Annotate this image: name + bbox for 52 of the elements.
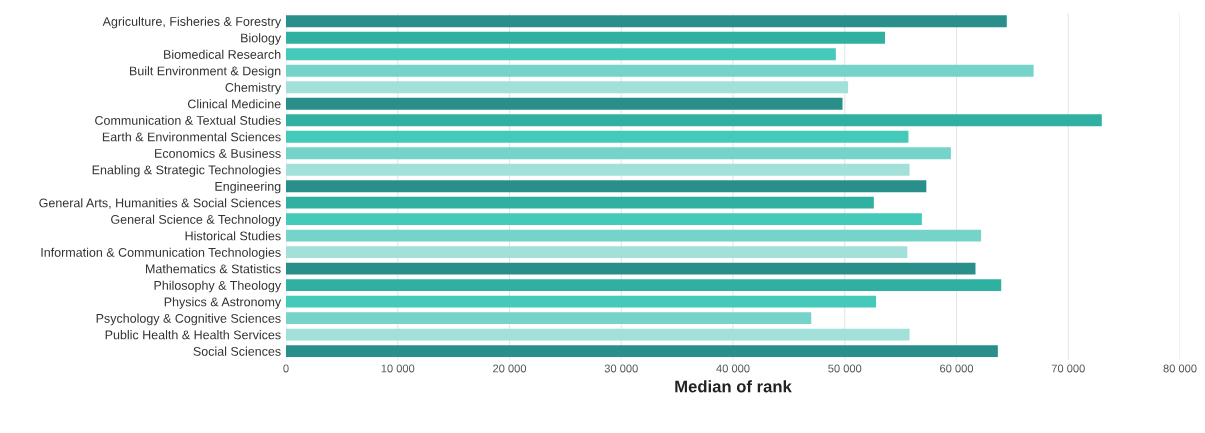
bar [286,213,922,226]
x-tick-label: 60 000 [940,364,974,373]
bar [286,229,982,242]
bar [286,163,910,176]
bar [286,328,910,341]
y-tick-label: Physics & Astronomy [164,297,282,309]
y-tick-label: Enabling & Strategic Technologies [92,165,281,177]
y-tick-label: Earth & Environmental Sciences [102,132,281,142]
y-tick-label: General Science & Technology [111,214,282,227]
bar [286,97,843,110]
x-tick-label: 0 [283,364,289,373]
bar [286,114,1102,127]
x-tick-label: 30 000 [604,364,638,373]
bar [286,15,1007,28]
y-tick-label: General Arts, Humanities & Social Sciences [39,198,281,209]
y-tick-label: Built Environment & Design [130,66,281,78]
y-tick-label: Communication & Textual Studies [95,115,281,125]
y-tick-label: Biomedical Research [164,49,281,59]
x-axis-title: Median of rank [675,380,792,393]
y-tick-label: Clinical Medicine [187,99,281,109]
y-tick-label: Psychology & Cognitive Sciences [96,313,281,326]
y-tick-label: Chemistry [225,82,282,95]
bar [286,312,812,325]
y-tick-label: Historical Studies [185,231,281,241]
x-tick-label: 20 000 [493,364,527,373]
y-tick-label: Economics & Business [155,148,281,158]
x-tick-label: 80 000 [1163,364,1197,373]
bar [286,279,1002,292]
x-tick-label: 50 000 [828,364,862,373]
bar [286,64,1034,77]
y-tick-label: Biology [241,33,282,45]
bar [286,81,849,94]
bar [286,246,908,259]
bar [286,295,877,308]
y-tick-label: Social Sciences [193,346,281,356]
y-tick-label: Agriculture, Fisheries & Forestry [102,16,282,29]
x-tick-label: 10 000 [381,364,415,373]
y-tick-label: Information & Communication Technologies [41,247,281,260]
x-tick-label: 40 000 [716,364,750,373]
bar [286,130,909,143]
bar [286,262,976,275]
bar [286,196,874,209]
y-tick-label: Engineering [215,181,281,194]
y-tick-label: Mathematics & Statistics [146,264,281,274]
bar [286,345,998,358]
bar [286,48,836,61]
bar [286,31,885,44]
bar [286,180,927,193]
y-tick-label: Public Health & Health Services [105,330,281,340]
x-tick-label: 70 000 [1051,364,1085,373]
y-tick-label: Philosophy & Theology [154,280,282,293]
bar [286,147,951,160]
